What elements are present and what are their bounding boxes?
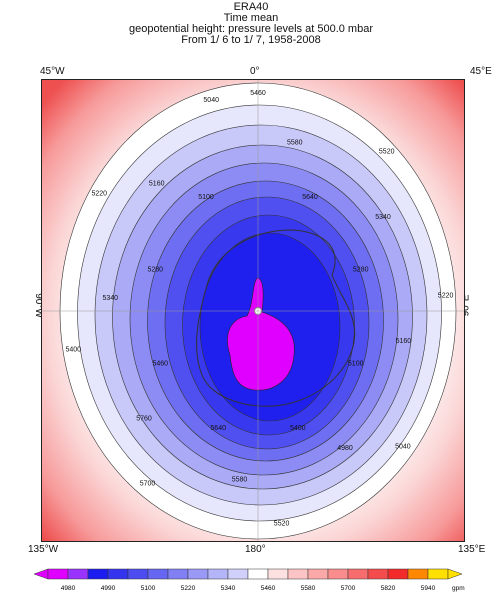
contour-label: 5400 bbox=[290, 425, 306, 432]
contour-label: 5700 bbox=[140, 481, 156, 488]
period-title: From 1/ 6 to 1/ 7, 1958-2008 bbox=[181, 34, 321, 46]
contour-label: 5220 bbox=[438, 292, 454, 299]
contour-labels: 5460 5580 5640 5520 5340 5280 5220 5160 5100 5040… bbox=[66, 90, 454, 527]
colorbar-tick-label: 5220 bbox=[181, 585, 196, 592]
statistic-title: Time mean bbox=[223, 12, 279, 24]
contour-label: 5580 bbox=[232, 477, 248, 484]
contour-label: 5100 bbox=[348, 361, 364, 368]
minimum-height-region bbox=[227, 277, 295, 391]
contour-label: 5280 bbox=[148, 266, 164, 273]
contour-label: 5760 bbox=[136, 416, 152, 423]
colorbar-unit: gpm bbox=[452, 585, 465, 592]
colorbar-tick-label: 5820 bbox=[381, 585, 396, 592]
corner-label-top-center: 0° bbox=[250, 66, 260, 77]
contour-label: 5160 bbox=[149, 181, 165, 188]
colorbar-min-arrow bbox=[33, 568, 49, 580]
contour-label: 4980 bbox=[337, 445, 353, 452]
colorbar-tick-label: 5580 bbox=[301, 585, 316, 592]
contour-label: 5520 bbox=[274, 520, 290, 527]
antarctica-coastline bbox=[196, 229, 356, 407]
variable-title: geopotential height: pressure levels at … bbox=[129, 23, 373, 35]
colorbar-bin bbox=[387, 568, 409, 580]
contour-label: 5220 bbox=[92, 190, 108, 197]
colorbar-bin bbox=[307, 568, 329, 580]
contour-label: 5460 bbox=[153, 361, 169, 368]
contour-label: 5040 bbox=[203, 97, 219, 104]
colorbar-tick-label: 5460 bbox=[261, 585, 276, 592]
colorbar-bin bbox=[287, 568, 309, 580]
contour-label: 5040 bbox=[395, 444, 411, 451]
colorbar-bin bbox=[207, 568, 229, 580]
colorbar-bin bbox=[267, 568, 289, 580]
contour-label: 5280 bbox=[353, 266, 369, 273]
contour-label: 5400 bbox=[66, 347, 82, 354]
colorbar-bin bbox=[127, 568, 149, 580]
contour-bands bbox=[59, 82, 457, 540]
colorbar-bin bbox=[327, 568, 349, 580]
colorbar-tick-label: 4990 bbox=[101, 585, 116, 592]
colorbar-ticks: 4980 4990 5100 5220 5340 5460 5580 5700 5820 5940… bbox=[61, 585, 465, 592]
colorbar-bin bbox=[227, 568, 249, 580]
colorbar: 4980 4990 5100 5220 5340 5460 5580 5700 5820 5940… bbox=[30, 567, 474, 602]
corner-label-bottom-left: 135°W bbox=[28, 544, 59, 555]
colorbar-tick-label: 5100 bbox=[141, 585, 156, 592]
contour-map: 5460 5580 5640 5520 5340 5280 5220 5160 5100 5040… bbox=[42, 80, 464, 541]
contour-label: 5340 bbox=[103, 295, 119, 302]
contour-label: 5100 bbox=[198, 194, 214, 201]
colorbar-bin bbox=[147, 568, 169, 580]
colorbar-bin bbox=[67, 568, 89, 580]
contour-label: 5640 bbox=[210, 425, 226, 432]
colorbar-tick-label: 5940 bbox=[421, 585, 436, 592]
contour-label: 5160 bbox=[396, 338, 412, 345]
corner-label-bottom-right: 135°E bbox=[458, 544, 486, 555]
contour-label: 5580 bbox=[287, 139, 303, 146]
colorbar-max-arrow bbox=[447, 568, 463, 580]
colorbar-tick-label: 5700 bbox=[341, 585, 356, 592]
contour-label: 5640 bbox=[302, 194, 318, 201]
colorbar-svg: 4980 4990 5100 5220 5340 5460 5580 5700 5820 5940… bbox=[33, 568, 465, 592]
colorbar-bin bbox=[187, 568, 209, 580]
contour-label: 5520 bbox=[379, 149, 395, 156]
colorbar-bin bbox=[407, 568, 429, 580]
dataset-title: ERA40 bbox=[233, 1, 269, 13]
colorbar-tick-label: 4980 bbox=[61, 585, 76, 592]
colorbar-bin bbox=[87, 568, 109, 580]
colorbar-bin bbox=[247, 568, 269, 580]
coastline bbox=[196, 229, 356, 407]
map-panel: 5460 5580 5640 5520 5340 5280 5220 5160 5100 5040… bbox=[41, 79, 465, 542]
corner-label-top-left: 45°W bbox=[40, 66, 65, 77]
colorbar-bin bbox=[367, 568, 389, 580]
corner-label-bottom-center: 180° bbox=[245, 544, 266, 555]
colorbar-bin bbox=[47, 568, 69, 580]
colorbar-bin bbox=[347, 568, 369, 580]
colorbar-bin bbox=[107, 568, 129, 580]
colorbar-bin bbox=[427, 568, 449, 580]
corner-label-top-right: 45°E bbox=[470, 66, 492, 77]
colorbar-bins bbox=[33, 568, 463, 580]
colorbar-tick-label: 5340 bbox=[221, 585, 236, 592]
colorbar-bin bbox=[167, 568, 189, 580]
contour-label: 5340 bbox=[375, 214, 391, 221]
figure-titles: ERA40 Time mean geopotential height: pre… bbox=[0, 2, 502, 46]
